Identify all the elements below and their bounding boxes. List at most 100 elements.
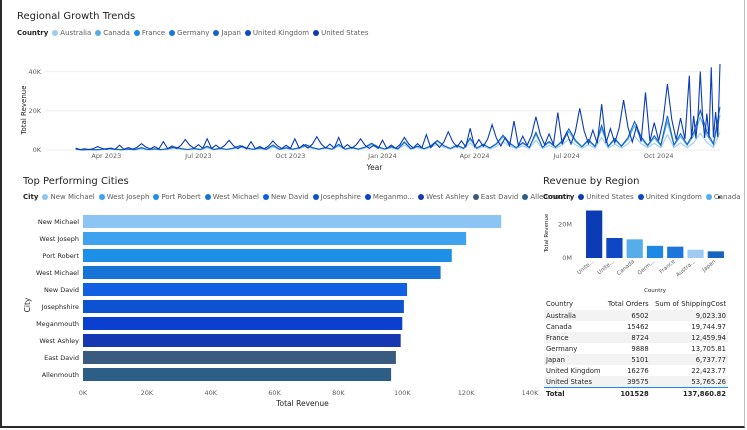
legend-label: Canada — [713, 193, 741, 201]
y-tick-label: 0M — [562, 254, 572, 262]
region-legend-item-canada[interactable]: Canada — [705, 193, 741, 201]
legend-dot-icon — [312, 194, 319, 200]
category-label: West Ashley — [39, 337, 79, 345]
cities-legend-item-new-michael[interactable]: New Michael — [42, 193, 95, 201]
region-table: Country Total Orders Sum of ShippingCost… — [544, 298, 728, 399]
legend-label: New Michael — [50, 193, 95, 201]
cities-legend[interactable]: City New Michael West Joseph Port Robert We… — [23, 193, 574, 201]
table-row: Australia 6502 9,023.30 — [544, 310, 728, 321]
series-line-canada[interactable] — [75, 114, 721, 151]
cities-legend-item-josephshire[interactable]: Josephshire — [312, 193, 361, 201]
x-axis-title: Year — [366, 163, 384, 172]
col-country[interactable]: Country — [546, 300, 574, 308]
cell-orders: 9888 — [631, 344, 649, 353]
bar-new-michael[interactable] — [83, 215, 502, 228]
cities-legend-item-west-joseph[interactable]: West Joseph — [98, 193, 149, 201]
column-australia[interactable] — [687, 249, 704, 258]
legend-dot-icon — [98, 194, 105, 200]
cities-bar-chart[interactable]: 0K 20K 40K 60K 80K 100K 120K 140K Total Revenue C… — [0, 205, 540, 417]
growth-legend-item-canada[interactable]: Canada — [95, 29, 130, 37]
table-row: France 8724 12,459.94 — [544, 332, 728, 343]
column-japan[interactable] — [707, 251, 724, 258]
cities-legend-item-meganmo[interactable]: Meganmo... — [364, 193, 415, 201]
cell-orders: 5101 — [604, 354, 651, 365]
column-france[interactable] — [667, 246, 684, 258]
legend-label: Josephshire — [320, 193, 361, 201]
category-label: Meganmouth — [36, 320, 79, 328]
cities-legend-title: City — [23, 193, 39, 201]
table-row: Germany 9888 13,705.81 — [544, 343, 728, 354]
series-line-united-kingdom[interactable] — [75, 106, 721, 151]
growth-legend-item-germany[interactable]: Germany — [169, 29, 209, 37]
bar-meganmouth[interactable] — [83, 317, 403, 330]
series-line-united-states[interactable] — [75, 63, 721, 151]
cities-legend-item-west-michael[interactable]: West Michael — [204, 193, 259, 201]
legend-label: West Michael — [212, 193, 259, 201]
cities-legend-item-new-david[interactable]: New David — [262, 193, 309, 201]
x-tick-label: Jul 2024 — [552, 152, 579, 160]
legend-dot-icon — [418, 194, 425, 200]
x-tick-label: Unite... — [597, 259, 616, 277]
cell-shipping: 12,459.94 — [650, 332, 728, 343]
growth-chart-title: Regional Growth Trends — [17, 11, 136, 22]
cell-country: France — [544, 332, 605, 343]
x-tick-label: 140K — [522, 389, 539, 397]
growth-line-chart[interactable]: 40K 20K 0K Apr 2023 Jul 2023 Oct 2023 Jan 2024… — [0, 40, 745, 175]
bar-port-robert[interactable] — [83, 249, 452, 262]
legend-next-arrow-icon[interactable]: ▸ — [718, 193, 722, 201]
region-legend[interactable]: Country United States United Kingdom Canad… — [543, 193, 745, 201]
legend-dot-icon — [637, 194, 644, 200]
bar-east-david[interactable] — [83, 351, 396, 364]
region-chart-title: Revenue by Region — [543, 176, 640, 187]
cell-shipping: 22,423.77 — [691, 366, 726, 375]
region-legend-item-united-kingdom[interactable]: United Kingdom — [637, 193, 702, 201]
x-tick-label: Oct 2023 — [276, 152, 306, 160]
growth-legend-item-australia[interactable]: Australia — [52, 29, 91, 37]
cell-shipping: 9,023.30 — [650, 310, 728, 321]
column-united-kingdom[interactable] — [606, 238, 623, 258]
bar-west-joseph[interactable] — [83, 232, 467, 245]
column-united-states[interactable] — [586, 210, 603, 259]
growth-legend-title: Country — [17, 29, 49, 37]
y-axis-title: Total Revenue — [20, 85, 28, 135]
bar-josephshire[interactable] — [83, 300, 404, 313]
category-label: East David — [44, 354, 79, 362]
legend-dot-icon — [262, 194, 269, 200]
col-shipping-cost[interactable]: Sum of ShippingCost — [655, 300, 726, 308]
x-tick-label: 120K — [458, 389, 475, 397]
growth-legend-item-france[interactable]: France — [133, 29, 165, 37]
cities-legend-item-west-ashley[interactable]: West Ashley — [418, 193, 469, 201]
growth-legend-item-japan[interactable]: Japan — [213, 29, 241, 37]
growth-legend-item-united-kingdom[interactable]: United Kingdom — [244, 29, 310, 37]
cell-country: Japan — [544, 354, 605, 365]
cities-legend-item-port-robert[interactable]: Port Robert — [153, 193, 201, 201]
y-tick-label: 40K — [28, 68, 41, 76]
cell-shipping: 19,744.97 — [691, 322, 726, 331]
bar-west-michael[interactable] — [83, 266, 441, 279]
legend-label: United Kingdom — [252, 29, 310, 37]
growth-legend-item-united-states[interactable]: United States — [313, 29, 368, 37]
cell-shipping: 6,737.77 — [650, 354, 728, 365]
growth-legend[interactable]: Country Australia Canada France Germany Japa… — [17, 29, 372, 37]
legend-dot-icon — [42, 194, 49, 200]
region-legend-item-united-states[interactable]: United States — [578, 193, 634, 201]
cities-legend-item-east-david[interactable]: East David — [472, 193, 518, 201]
cell-shipping: 13,705.81 — [691, 344, 726, 353]
col-total-orders[interactable]: Total Orders — [607, 300, 649, 308]
legend-label: United States — [321, 29, 369, 37]
bar-allenmouth[interactable] — [83, 368, 392, 381]
legend-dot-icon — [213, 30, 220, 36]
legend-dot-icon — [705, 194, 712, 200]
legend-label: United Kingdom — [645, 193, 702, 201]
x-tick-label: Oct 2024 — [644, 152, 674, 160]
x-tick-label: Germ... — [637, 259, 657, 277]
column-canada[interactable] — [626, 239, 643, 258]
column-germany[interactable] — [646, 245, 664, 258]
bar-new-david[interactable] — [83, 283, 408, 296]
bar-west-ashley[interactable] — [83, 334, 401, 347]
legend-label: Meganmo... — [372, 193, 415, 201]
cities-legend-item-allenmouth[interactable]: Allenmouth — [522, 193, 570, 201]
y-tick-label: 0K — [33, 146, 42, 154]
